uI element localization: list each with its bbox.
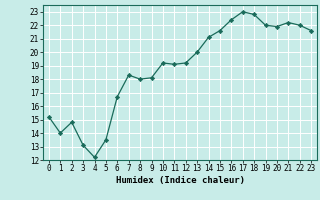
X-axis label: Humidex (Indice chaleur): Humidex (Indice chaleur)	[116, 176, 244, 185]
